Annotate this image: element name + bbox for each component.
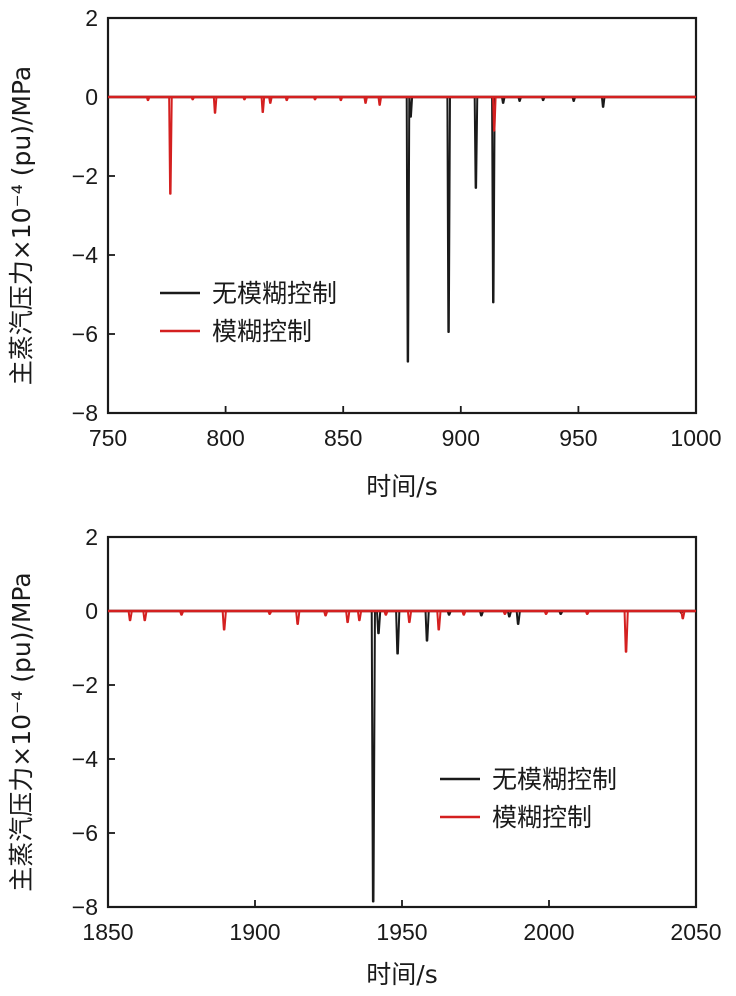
series-spike: [680, 610, 686, 620]
chart-panel-2: 1850 1900 1950 2000 2050 2 0 −2 −4 −6 −8 时间/s 主蒸汽压力×…: [7, 524, 722, 989]
chart-panel-1: 750 800 850 900 950 1000 2 0 −2 −4 −6 −8 时间/s 主蒸汽压力×1…: [7, 5, 722, 501]
series-no-fuzzy: [108, 95, 696, 363]
series-spike: [145, 96, 151, 102]
series-spike: [370, 610, 376, 903]
series-spike: [323, 610, 329, 617]
plot-frame: [106, 16, 698, 415]
series-spike: [446, 96, 451, 334]
x-tick-label: 850: [324, 425, 362, 451]
legend-label: 模糊控制: [212, 317, 312, 346]
series-spike: [584, 610, 590, 615]
series-spike: [600, 96, 606, 108]
series-spike: [436, 610, 442, 631]
series-spike: [540, 96, 546, 102]
x-tick-label: 2000: [523, 919, 574, 945]
series-spike: [338, 96, 344, 102]
series-spike: [142, 610, 148, 622]
series-spike: [492, 96, 497, 132]
y-tick-label: −4: [72, 242, 98, 268]
series-spike: [405, 96, 411, 363]
series-spike: [515, 610, 521, 625]
series-spike: [383, 610, 389, 616]
x-tick-label: 1900: [229, 919, 280, 945]
x-tick-label: 900: [442, 425, 480, 451]
legend-label: 模糊控制: [492, 803, 592, 832]
y-tick-label: −4: [72, 746, 98, 772]
series-spike: [571, 96, 577, 102]
series-spike: [517, 96, 522, 102]
series-spike: [260, 96, 266, 114]
y-tick-label: −8: [72, 400, 98, 426]
legend-label: 无模糊控制: [212, 279, 337, 308]
series-spike: [473, 96, 479, 189]
series-spike: [491, 96, 496, 304]
series-spike: [395, 610, 401, 655]
series-spike: [478, 610, 485, 617]
x-tick-label: 750: [89, 425, 127, 451]
series-spike: [190, 96, 195, 101]
x-tick-label: 1850: [82, 919, 133, 945]
series-spike: [446, 610, 452, 616]
series-fuzzy: [108, 609, 696, 653]
series-spike: [376, 610, 382, 635]
x-tick-label: 1950: [376, 919, 427, 945]
series-spike: [461, 610, 467, 616]
series-spike: [363, 96, 368, 104]
series-spike: [500, 96, 506, 104]
plot-frame: [106, 535, 698, 909]
series-spike: [284, 96, 290, 102]
series-no-fuzzy: [108, 609, 696, 903]
y-tick-label: −6: [72, 321, 98, 347]
series-spike: [221, 610, 227, 631]
y-tick-label: 2: [85, 5, 98, 31]
y-tick-label: 0: [85, 84, 98, 110]
x-tick-label: 2050: [670, 919, 721, 945]
series-spike: [168, 96, 173, 195]
y-tick-label: −6: [72, 820, 98, 846]
y-tick-label: −2: [72, 672, 98, 698]
series-spike: [312, 96, 318, 101]
series-spike: [267, 610, 273, 615]
x-tick-label: 950: [559, 425, 597, 451]
series-spike: [356, 610, 363, 622]
series-spike: [558, 610, 564, 615]
legend-label: 无模糊控制: [492, 765, 617, 794]
series-spike: [377, 96, 383, 106]
series-fuzzy: [108, 95, 696, 195]
x-tick-label: 800: [206, 425, 244, 451]
series-spike: [424, 610, 430, 642]
series-spike: [623, 610, 629, 653]
series-spike: [345, 610, 351, 624]
y-tick-label: −8: [72, 894, 98, 920]
series-spike: [268, 96, 273, 104]
series-spike: [212, 96, 218, 114]
x-axis-title: 时间/s: [366, 472, 437, 501]
y-tick-label: −2: [72, 163, 98, 189]
x-axis-title: 时间/s: [366, 960, 437, 989]
series-spike: [127, 610, 133, 622]
x-tick-label: 1000: [670, 425, 721, 451]
series-spike: [242, 96, 247, 101]
y-tick-label: 2: [85, 524, 98, 550]
series-spike: [502, 610, 508, 615]
series-spike: [506, 610, 513, 618]
y-axis-title: 主蒸汽压力×10⁻⁴ (pu)/MPa: [7, 572, 36, 891]
y-tick-label: 0: [85, 598, 98, 624]
series-spike: [295, 610, 301, 625]
series-spike: [543, 610, 549, 615]
series-spike: [408, 96, 414, 118]
series-spike: [179, 610, 185, 616]
series-spike: [406, 610, 413, 624]
y-axis-title: 主蒸汽压力×10⁻⁴ (pu)/MPa: [7, 66, 36, 385]
